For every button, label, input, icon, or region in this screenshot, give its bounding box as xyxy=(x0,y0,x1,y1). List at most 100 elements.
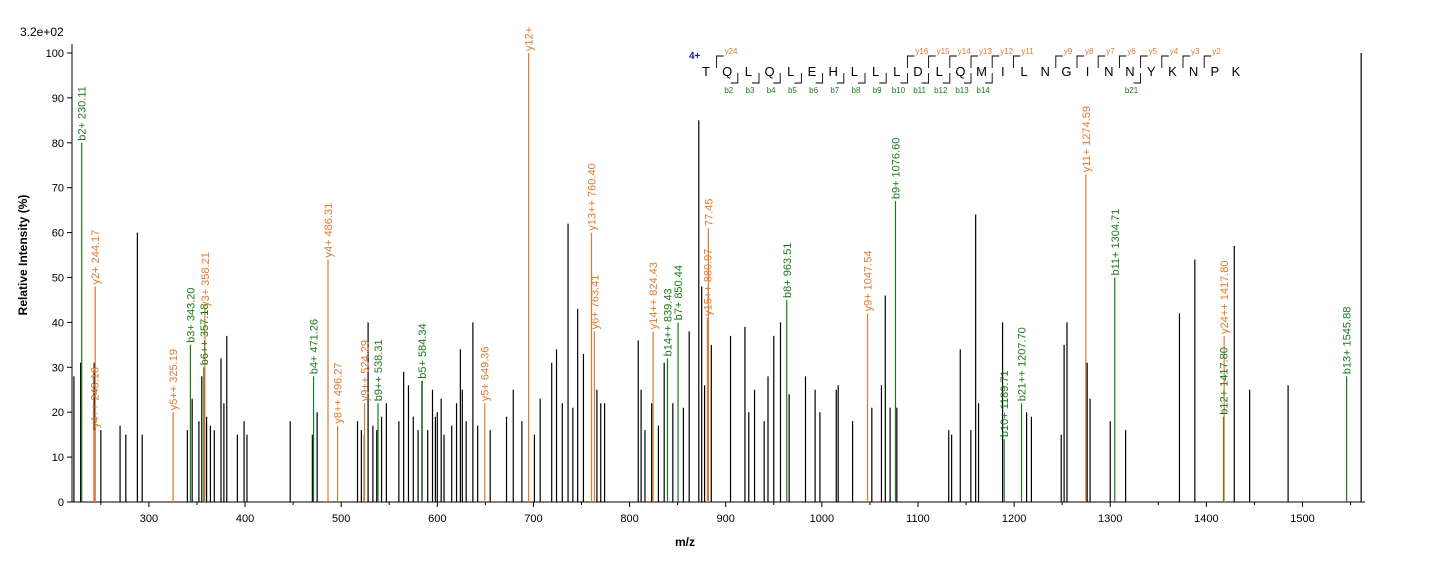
y-fragment-mark xyxy=(970,55,978,68)
y-tick-label: 70 xyxy=(52,183,64,195)
b-fragment-label: b12 xyxy=(934,86,948,95)
residue: H xyxy=(829,64,838,79)
residue: D xyxy=(913,64,922,79)
residue: T xyxy=(702,64,710,79)
b-fragment-mark xyxy=(964,73,972,84)
residue: N xyxy=(1125,64,1134,79)
b-ion-label: b12+ 1417.80 xyxy=(1218,347,1230,415)
y-tick-label: 40 xyxy=(52,317,64,329)
chart-axes: 0 10 20 30 40 50 60 70 80 90 100 300 400 500 600 700 800… xyxy=(46,44,1365,525)
y-fragment-label: y24 xyxy=(725,47,738,56)
b-ion-label: b5+ 584.34 xyxy=(417,323,429,378)
y-fragment-label: y15 xyxy=(937,47,950,56)
y-tick-label: 100 xyxy=(46,48,64,60)
y-ion-label: y12+ xyxy=(524,27,536,51)
b-fragment-label: b7 xyxy=(830,86,839,95)
y-fragment-mark xyxy=(1203,55,1212,68)
y-fragment-label: y3 xyxy=(1191,47,1200,56)
x-tick-label: 1300 xyxy=(1098,513,1122,525)
y-fragment-label: y13 xyxy=(979,47,992,56)
b-fragment-mark xyxy=(858,73,866,84)
y-tick-label: 60 xyxy=(52,228,64,240)
residue: N xyxy=(1041,64,1050,79)
b-fragment-label: b4 xyxy=(767,86,776,95)
y-tick-label: 30 xyxy=(52,362,64,374)
y-fragment-mark xyxy=(906,55,915,68)
residue: N xyxy=(1104,64,1113,79)
b-ion-label: b4+ 471.26 xyxy=(309,319,321,374)
y-fragment-mark xyxy=(1055,55,1063,68)
y-fragment-mark xyxy=(716,55,724,68)
y-ion-label: y5+ 649.36 xyxy=(480,346,492,401)
y-ion-label: y11+ 1274.59 xyxy=(1081,106,1093,172)
y-fragment-mark xyxy=(1012,55,1021,68)
y-tick-label: 90 xyxy=(52,93,64,105)
b-fragment-mark xyxy=(921,73,930,84)
y-fragment-label: y12 xyxy=(1000,47,1013,56)
b-fragment-mark xyxy=(942,73,951,84)
y-ion-label: y5++ 325.19 xyxy=(168,349,180,410)
y-fragment-label: y7 xyxy=(1106,47,1115,56)
residue: M xyxy=(976,64,987,79)
y-ion-label: y9+ 1047.54 xyxy=(863,251,875,312)
b-fragment-mark xyxy=(1133,73,1142,84)
b-ion-label: b9++ 538.31 xyxy=(373,339,385,401)
y-fragment-mark xyxy=(1076,55,1084,68)
residue: L xyxy=(851,64,858,79)
b-fragment-mark xyxy=(985,73,993,84)
x-tick-label: 400 xyxy=(236,513,254,525)
x-tick-label: 1500 xyxy=(1290,513,1314,525)
x-tick-label: 1000 xyxy=(810,513,834,525)
x-axis-label: m/z xyxy=(675,535,695,549)
residue: L xyxy=(893,64,900,79)
b-fragment-mark xyxy=(879,73,887,84)
intensity-scale-label: 3.2e+02 xyxy=(20,25,64,39)
charge-state-label: 4+ xyxy=(689,51,701,62)
peak-layer xyxy=(73,52,1362,502)
residue: L xyxy=(936,64,943,79)
y-ion-label: y14++ 824.43 xyxy=(648,262,660,329)
y-ion-label: y4+ 486.31 xyxy=(323,203,335,258)
x-tick-label: 900 xyxy=(717,513,735,525)
y-fragment-mark xyxy=(1118,55,1127,68)
x-tick-label: 700 xyxy=(524,513,542,525)
y-ion-label: y13++ 760.40 xyxy=(587,163,599,230)
peak-label-layer: b2+ 230.11 y2+ 244.17 y4++ 243.16 y5++ 325.… xyxy=(77,27,1354,437)
b-ion-label: b13+ 1545.88 xyxy=(1342,307,1354,375)
y-fragment-mark xyxy=(928,55,936,68)
b-ion-label: b11+ 1304.71 xyxy=(1110,209,1122,276)
y-fragment-mark xyxy=(1161,55,1169,68)
y-ion-label: y15++ 880.97 xyxy=(702,249,714,316)
b-ion-label: b21++ 1207.70 xyxy=(1017,327,1029,401)
x-tick-label: 1200 xyxy=(1002,513,1026,525)
residue: Q xyxy=(955,64,965,79)
x-tick-label: 1400 xyxy=(1194,513,1218,525)
y-fragment-mark xyxy=(991,55,1000,68)
y-tick-label: 20 xyxy=(52,407,64,419)
b-ion-label: b10+ 1189.71 xyxy=(999,370,1011,437)
y-fragment-label: y16 xyxy=(915,47,928,56)
y-ion-label: y24++ 1417.80 xyxy=(1219,260,1231,333)
b-fragment-label: b21 xyxy=(1125,86,1139,95)
y-ion-label: y8++ 496.27 xyxy=(333,362,345,423)
y-fragment-label: y9 xyxy=(1064,47,1073,56)
y-fragment-mark xyxy=(949,55,957,68)
b-ion-label: b2+ 230.11 xyxy=(77,86,89,141)
y-ion-label: y9++ 524.29 xyxy=(360,340,372,401)
y-fragment-label: y8 xyxy=(1085,47,1094,56)
b-fragment-label: b2 xyxy=(724,86,733,95)
b-fragment-label: b8 xyxy=(852,86,861,95)
b-ion-label: b6++ 357.18 xyxy=(199,303,211,365)
y-fragment-label: y11 xyxy=(1021,47,1034,56)
residue: I xyxy=(1001,64,1005,79)
y-tick-label: 80 xyxy=(52,138,64,150)
b-fragment-mark xyxy=(794,73,802,84)
y-fragment-label: y14 xyxy=(958,47,971,56)
x-tick-label: 800 xyxy=(620,513,638,525)
b-ion-label: b7+ 850.44 xyxy=(673,265,685,320)
b-ion-label: b14++ 839.43 xyxy=(662,288,674,356)
residue: G xyxy=(1061,64,1071,79)
b-ion-label: b9+ 1076.60 xyxy=(890,138,902,199)
b-fragment-label: b11 xyxy=(913,86,926,95)
